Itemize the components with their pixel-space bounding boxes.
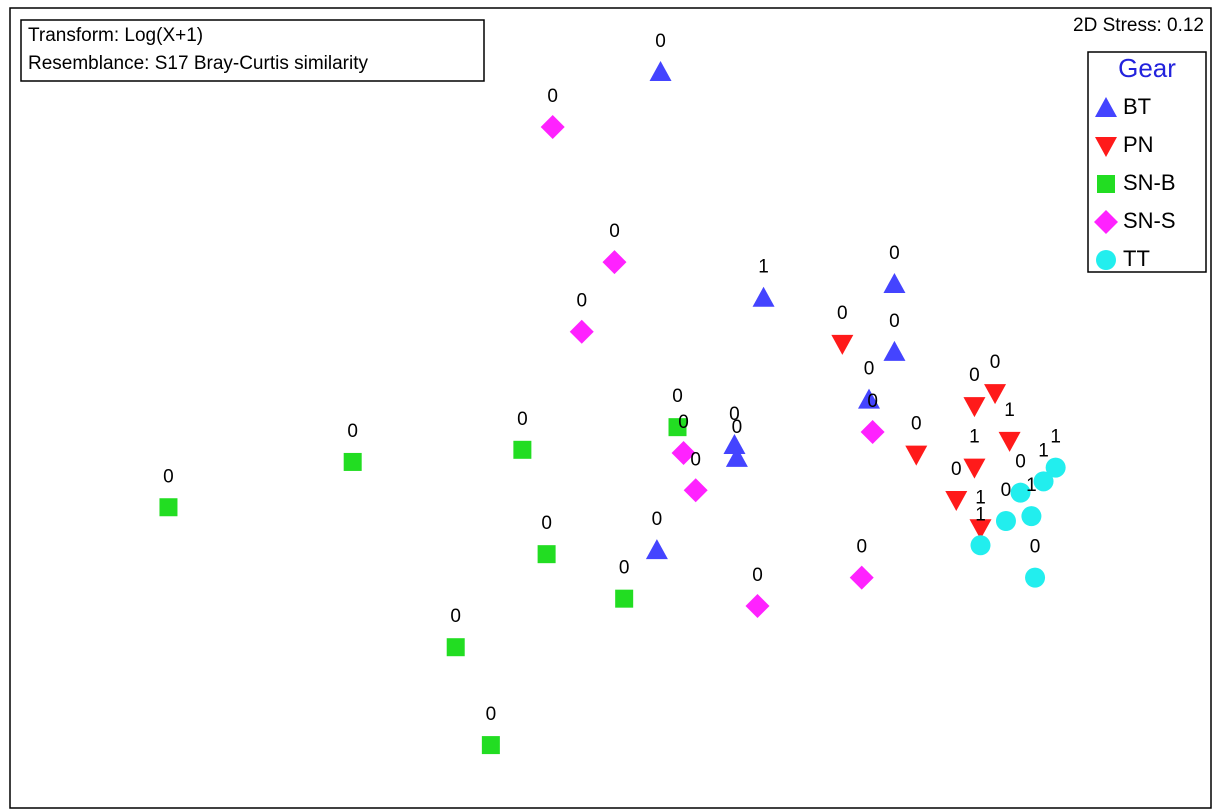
marker [1025, 567, 1046, 588]
point-label: 0 [837, 303, 848, 324]
point-label: 0 [1001, 480, 1012, 501]
plot-frame [9, 7, 1212, 809]
marker [883, 340, 906, 361]
marker [970, 535, 991, 556]
legend-label: PN [1123, 132, 1154, 157]
point-label: 1 [1004, 400, 1015, 421]
point-label: 0 [752, 565, 763, 586]
legend-marker [1095, 97, 1117, 117]
legend-label: SN-S [1123, 208, 1176, 233]
resemblance-note: Resemblance: S17 Bray-Curtis similarity [28, 53, 368, 74]
point-label: 0 [678, 412, 689, 433]
point-label: 1 [975, 487, 986, 508]
legend-label: TT [1123, 246, 1150, 271]
marker [723, 433, 746, 454]
point-label: 0 [1015, 452, 1026, 473]
marker [831, 334, 854, 355]
point-label: 0 [690, 449, 701, 470]
marker [645, 539, 668, 560]
marker [513, 440, 532, 459]
marker [984, 384, 1007, 405]
marker [998, 431, 1021, 452]
marker [537, 545, 556, 564]
point-label: 1 [758, 257, 769, 278]
point-label: 1 [1038, 440, 1049, 461]
marker [945, 490, 968, 511]
marker [849, 565, 874, 590]
legend-label: SN-B [1123, 170, 1176, 195]
point-label: 0 [547, 86, 558, 107]
point-label: 0 [655, 31, 666, 52]
transform-note: Transform: Log(X+1) [28, 25, 203, 46]
marker [1021, 506, 1042, 527]
legend-title: Gear [1118, 53, 1176, 83]
notes-box [20, 19, 485, 82]
point-label: 0 [889, 311, 900, 332]
marker [159, 498, 178, 517]
marker [671, 441, 696, 466]
marker [668, 418, 687, 437]
marker [343, 452, 362, 471]
marker [883, 272, 906, 293]
point-label: 0 [867, 391, 878, 412]
marker [725, 446, 748, 467]
point-label: 0 [856, 537, 867, 558]
point-label: 0 [951, 459, 962, 480]
point-label: 0 [969, 365, 980, 386]
point-label: 0 [576, 291, 587, 312]
marker [963, 397, 986, 418]
point-label: 0 [450, 606, 461, 627]
marker [860, 420, 885, 445]
point-label: 0 [1030, 537, 1041, 558]
stress-label: 2D Stress: 0.12 [1073, 15, 1204, 36]
legend-label: BT [1123, 94, 1151, 119]
legend-marker [1094, 210, 1118, 234]
marker [569, 319, 594, 344]
marker [615, 589, 634, 608]
marker [963, 458, 986, 479]
marker [1045, 457, 1066, 478]
marker [858, 388, 881, 409]
marker [752, 286, 775, 307]
point-label: 1 [1026, 475, 1037, 496]
marker [995, 510, 1016, 531]
point-label: 0 [864, 359, 875, 380]
point-label: 0 [732, 417, 743, 438]
point-label: 1 [975, 504, 986, 525]
point-label: 0 [486, 704, 497, 725]
marker [446, 638, 465, 657]
marker [649, 61, 672, 82]
point-label: 0 [652, 509, 663, 530]
legend-marker [1097, 175, 1115, 193]
marker [481, 736, 500, 755]
point-label: 0 [911, 414, 922, 435]
marker [602, 250, 627, 275]
marker [745, 593, 770, 618]
point-label: 0 [609, 221, 620, 242]
point-label: 0 [517, 409, 528, 430]
point-label: 1 [969, 427, 980, 448]
point-label: 0 [163, 466, 174, 487]
legend: BT PN SN-B SN-S TT [1094, 94, 1176, 271]
marker [905, 445, 928, 466]
marker [683, 478, 708, 503]
marker [540, 115, 565, 140]
legend-marker [1096, 250, 1116, 270]
point-label: 0 [541, 513, 552, 534]
marker [1033, 471, 1054, 492]
point-label: 0 [672, 386, 683, 407]
point-label: 0 [347, 421, 358, 442]
marker [1010, 482, 1031, 503]
legend-box [1087, 51, 1207, 273]
point-label: 0 [729, 404, 740, 425]
marker [969, 519, 992, 540]
point-label: 0 [889, 243, 900, 264]
legend-marker [1095, 137, 1117, 157]
point-label: 0 [619, 558, 630, 579]
point-label: 0 [990, 352, 1001, 373]
point-label: 1 [1050, 427, 1061, 448]
